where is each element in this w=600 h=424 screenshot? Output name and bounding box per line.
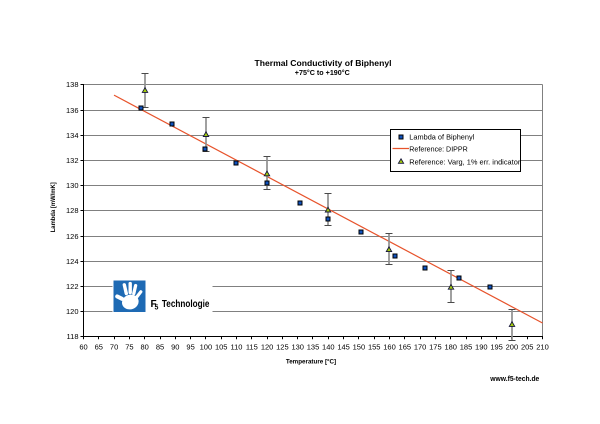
svg-text:200: 200: [506, 342, 519, 351]
svg-text:90: 90: [171, 342, 179, 351]
svg-text:60: 60: [79, 342, 87, 351]
svg-text:70: 70: [110, 342, 118, 351]
svg-text:135: 135: [307, 342, 320, 351]
svg-text:128: 128: [66, 206, 79, 215]
svg-text:+75°C to +190°C: +75°C to +190°C: [295, 69, 350, 77]
svg-text:www.f5-tech.de: www.f5-tech.de: [489, 376, 539, 383]
svg-text:Reference: DIPPR: Reference: DIPPR: [409, 145, 468, 154]
svg-text:100: 100: [200, 342, 213, 351]
svg-text:150: 150: [353, 342, 366, 351]
svg-text:115: 115: [246, 342, 258, 351]
svg-text:185: 185: [460, 342, 473, 351]
svg-text:124: 124: [66, 257, 79, 266]
svg-text:80: 80: [141, 342, 149, 351]
svg-text:75: 75: [125, 342, 133, 351]
svg-text:155: 155: [368, 342, 381, 351]
svg-text:175: 175: [429, 342, 442, 351]
svg-text:122: 122: [66, 282, 79, 291]
svg-text:136: 136: [66, 106, 79, 115]
svg-text:140: 140: [322, 342, 335, 351]
svg-text:138: 138: [66, 80, 79, 89]
svg-text:170: 170: [414, 342, 427, 351]
svg-text:180: 180: [444, 342, 457, 351]
svg-text:126: 126: [66, 232, 79, 241]
svg-text:190: 190: [475, 342, 488, 351]
svg-text:130: 130: [66, 181, 79, 190]
svg-text:Reference: Varg, 1% err. indic: Reference: Varg, 1% err. indicator: [409, 157, 520, 166]
svg-text:Lambda of Biphenyl: Lambda of Biphenyl: [409, 133, 474, 142]
svg-text:165: 165: [399, 342, 412, 351]
svg-text:120: 120: [66, 307, 79, 316]
svg-text:160: 160: [383, 342, 396, 351]
svg-text:130: 130: [291, 342, 304, 351]
svg-text:Technologie: Technologie: [162, 299, 210, 310]
svg-text:Lambda [mW/mK]: Lambda [mW/mK]: [50, 182, 57, 232]
svg-text:F: F: [151, 299, 157, 310]
svg-text:95: 95: [186, 342, 194, 351]
svg-text:120: 120: [261, 342, 274, 351]
svg-text:65: 65: [95, 342, 103, 351]
svg-text:Thermal Conductivity of Biphen: Thermal Conductivity of Biphenyl: [255, 58, 392, 68]
svg-text:134: 134: [66, 131, 79, 140]
svg-text:Temperature [°C]: Temperature [°C]: [286, 358, 336, 366]
svg-text:105: 105: [215, 342, 228, 351]
svg-text:5: 5: [155, 304, 159, 311]
svg-text:195: 195: [490, 342, 503, 351]
svg-text:132: 132: [66, 156, 79, 165]
svg-text:205: 205: [521, 342, 534, 351]
svg-text:110: 110: [231, 342, 243, 351]
svg-text:210: 210: [536, 342, 549, 351]
svg-text:85: 85: [156, 342, 164, 351]
svg-text:118: 118: [67, 332, 79, 341]
svg-text:125: 125: [276, 342, 289, 351]
svg-text:145: 145: [337, 342, 350, 351]
